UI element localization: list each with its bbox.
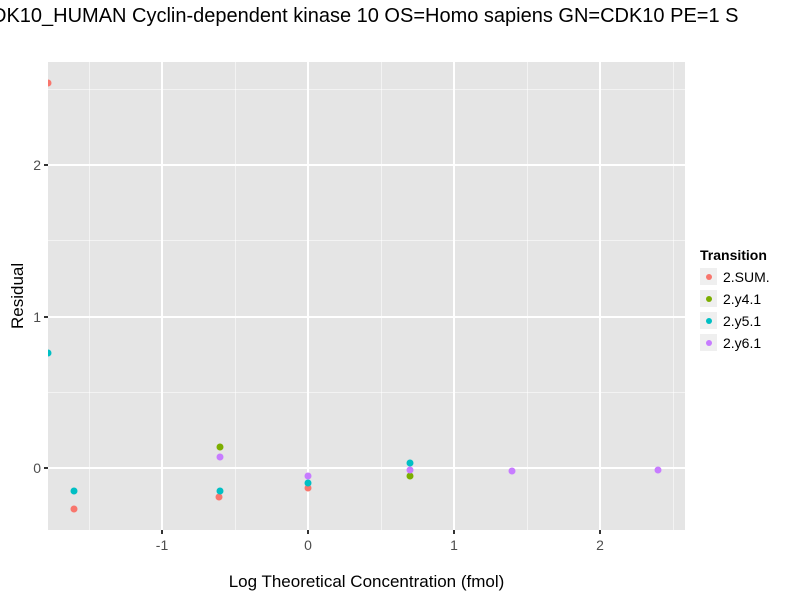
data-point [406,459,414,467]
x-major-gridline [599,62,602,530]
x-axis-title: Log Theoretical Concentration (fmol) [228,572,505,591]
x-tick-mark [599,530,602,534]
legend-key [700,290,717,307]
data-point [216,487,224,495]
x-tick-label: -1 [155,537,169,553]
x-minor-gridline [380,62,382,530]
data-point [216,443,224,451]
plot-title: DK10_HUMAN Cyclin-dependent kinase 10 OS… [0,5,739,27]
data-point [304,472,312,480]
legend-item: 2.SUM. [700,268,770,285]
data-point [304,484,312,492]
legend-title: Transition [700,247,767,263]
data-point [406,466,414,474]
legend-key [700,312,717,329]
x-tick-mark [453,530,456,534]
data-point [654,466,662,474]
plot-panel [48,62,685,530]
legend-items: 2.SUM. 2.y4.1 2.y5.1 2.y6.1 [700,268,770,351]
data-point [304,479,312,487]
x-tick-label: 0 [304,537,312,553]
y-major-gridline [48,164,685,167]
data-point [48,349,52,357]
data-point [70,505,78,513]
x-major-gridline [161,62,164,530]
y-tick-mark [44,315,48,318]
x-minor-gridline [88,62,90,530]
legend-point-icon [705,273,712,280]
data-point [70,487,78,495]
legend-item: 2.y5.1 [700,312,770,329]
data-point [508,467,516,475]
legend-item-label: 2.y6.1 [723,334,762,351]
legend-item-label: 2.y4.1 [723,290,762,307]
y-minor-gridline [48,88,685,90]
x-minor-gridline [526,62,528,530]
legend-item: 2.y4.1 [700,290,770,307]
legend-point-icon [705,317,712,324]
legend-key [700,334,717,351]
x-tick-mark [161,530,164,534]
legend-point-icon [705,295,712,302]
x-major-gridline [453,62,456,530]
y-tick-label: 2 [33,157,41,174]
x-tick-label: 2 [596,537,604,553]
y-tick-mark [44,164,48,167]
data-point [215,493,223,501]
legend-item: 2.y6.1 [700,334,770,351]
legend: Transition 2.SUM. 2.y4.1 2.y5.1 2.y6.1 [700,247,770,356]
data-point [406,472,414,480]
x-tick-label: 1 [450,537,458,553]
y-major-gridline [48,315,685,318]
x-major-gridline [307,62,310,530]
y-tick-label: 0 [33,460,41,477]
data-point [216,453,224,461]
x-tick-mark [307,530,310,534]
legend-point-icon [705,339,712,346]
legend-item-label: 2.SUM. [723,268,770,285]
legend-item-label: 2.y5.1 [723,312,762,329]
y-tick-label: 1 [33,308,41,325]
x-minor-gridline [234,62,236,530]
data-point [48,79,52,87]
y-minor-gridline [48,240,685,242]
legend-key [700,268,717,285]
y-tick-mark [44,467,48,470]
y-minor-gridline [48,391,685,393]
x-minor-gridline [672,62,674,530]
y-major-gridline [48,467,685,470]
